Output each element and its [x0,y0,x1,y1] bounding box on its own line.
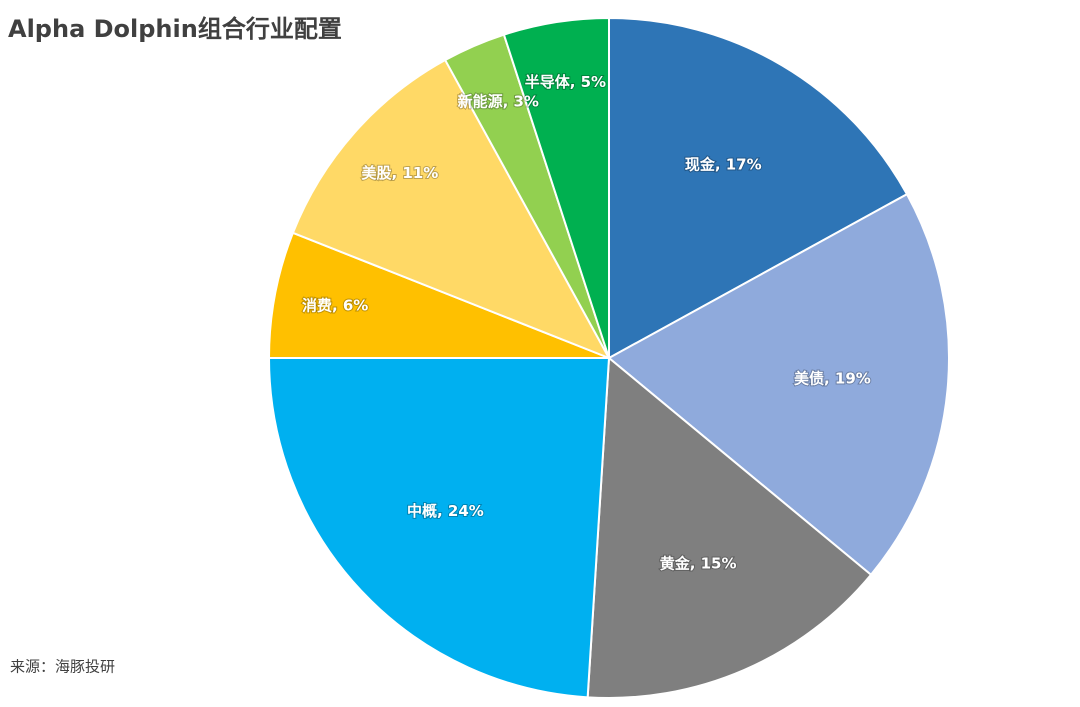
data-label: 消费, 6% [302,296,368,314]
data-label: 现金, 17% [685,155,762,173]
pie [267,16,950,699]
pie-slice [608,16,909,360]
chart-title: Alpha Dolphin组合行业配置 [8,15,342,43]
source-note: 来源：海豚投研 [10,658,115,676]
pie-slice [291,58,612,360]
pie-slice [267,231,610,359]
data-label: 美债, 19% [794,370,871,388]
data-label: 黄金, 15% [660,554,737,572]
pie-slice [607,192,950,577]
pie-slice [586,355,873,699]
data-label: 新能源, 3% [458,93,539,111]
data-label: 美股, 11% [361,164,438,182]
data-label: 半导体, 5% [525,73,606,91]
pie-slice [502,16,610,359]
pie-slice [267,357,611,699]
data-label: 中概, 24% [407,502,484,520]
